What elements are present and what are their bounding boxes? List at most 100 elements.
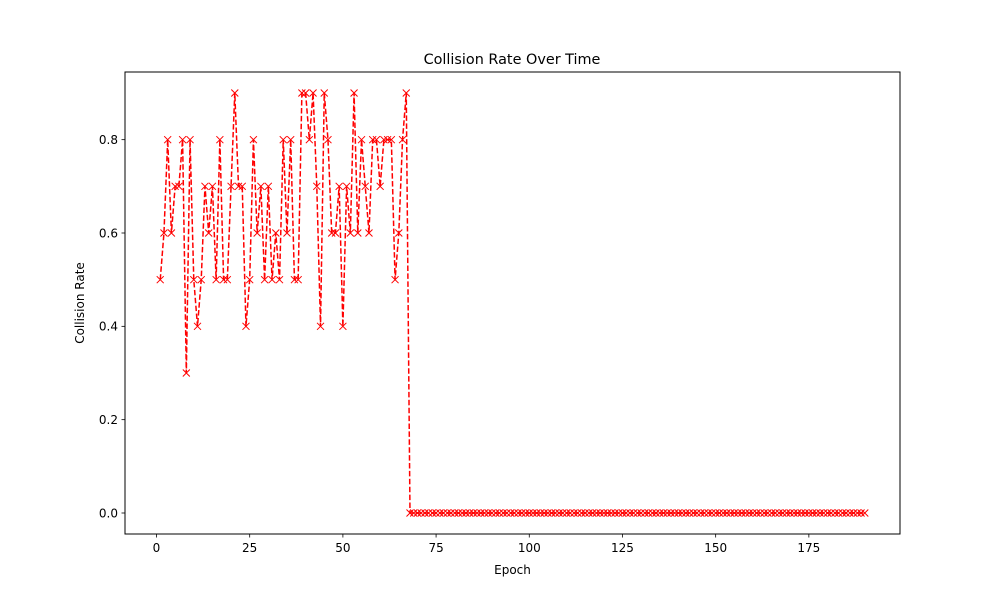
data-point-marker [700, 509, 709, 517]
data-point-marker [831, 509, 839, 517]
data-point-marker [622, 509, 631, 517]
data-point-marker [834, 509, 843, 517]
data-point-marker [450, 509, 459, 517]
data-point-marker [775, 509, 783, 517]
data-point-marker [312, 182, 321, 191]
data-point-marker [208, 182, 217, 191]
data-point-marker [409, 509, 418, 517]
data-point-marker [685, 509, 694, 517]
data-point-marker [346, 229, 355, 237]
data-point-marker [551, 509, 560, 517]
data-point-marker [491, 509, 500, 517]
data-point-marker [488, 509, 496, 517]
data-point-marker [257, 182, 265, 191]
data-point-marker [689, 509, 698, 517]
y-tick-label: 0.6 [99, 226, 118, 240]
data-point-marker [849, 509, 858, 517]
data-point-marker [726, 509, 735, 517]
data-point-marker [842, 509, 850, 517]
data-point-marker [540, 509, 549, 517]
data-point-marker [603, 509, 612, 517]
data-point-marker [756, 509, 765, 517]
data-point-marker [752, 509, 761, 517]
data-point-marker [499, 509, 508, 517]
data-point-marker [380, 135, 388, 144]
data-point-marker [652, 509, 660, 517]
data-point-marker [327, 229, 336, 237]
data-point-marker [316, 322, 325, 331]
data-point-marker [730, 509, 739, 517]
data-point-marker [741, 509, 750, 517]
data-point-marker [607, 509, 616, 517]
data-point-marker [581, 509, 590, 517]
data-point-marker [786, 509, 795, 517]
data-point-marker [816, 509, 824, 517]
data-point-marker [275, 275, 284, 284]
data-point-marker [805, 509, 813, 517]
data-point-marker [201, 182, 209, 191]
y-tick-label: 0.4 [99, 320, 118, 334]
series-markers [156, 89, 869, 517]
data-point-marker [711, 509, 720, 517]
data-point-marker [249, 135, 258, 144]
x-tick-label: 175 [797, 541, 820, 555]
data-point-marker [163, 135, 172, 144]
data-point-marker [648, 509, 657, 517]
data-point-marker [298, 89, 306, 97]
data-point-marker [402, 89, 411, 97]
data-point-marker [301, 89, 310, 97]
data-point-marker [778, 509, 787, 517]
data-point-marker [678, 509, 686, 517]
data-point-marker [376, 182, 385, 191]
data-point-marker [160, 229, 168, 237]
data-point-marker [406, 509, 414, 517]
x-tick-label: 100 [518, 541, 541, 555]
data-point-marker [335, 182, 344, 191]
data-point-marker [506, 509, 515, 517]
data-point-marker [227, 182, 235, 191]
data-point-marker [212, 275, 220, 284]
data-point-marker [838, 509, 847, 517]
data-point-marker [570, 509, 578, 517]
data-point-marker [536, 509, 545, 517]
data-point-marker [599, 509, 608, 517]
data-point-marker [857, 509, 865, 517]
data-point-marker [271, 229, 280, 237]
data-point-marker [245, 275, 254, 284]
data-point-marker [562, 509, 571, 517]
data-point-marker [305, 135, 314, 144]
data-point-marker [853, 509, 862, 517]
data-point-marker [223, 275, 232, 284]
data-point-marker [447, 509, 455, 517]
data-point-marker [178, 135, 187, 144]
data-point-marker [801, 509, 809, 517]
data-point-marker [454, 509, 463, 517]
y-tick-label: 0.2 [99, 413, 118, 427]
data-point-marker [722, 509, 731, 517]
data-point-marker [350, 89, 358, 97]
data-point-marker [812, 509, 821, 517]
data-point-marker [435, 509, 444, 517]
data-point-marker [383, 135, 392, 144]
data-point-marker [517, 509, 526, 517]
data-point-marker [667, 509, 675, 517]
x-axis-label: Epoch [494, 563, 531, 577]
data-point-marker [484, 509, 493, 517]
data-point-marker [846, 509, 854, 517]
data-point-marker [611, 509, 619, 517]
data-point-marker [342, 182, 351, 191]
data-point-marker [558, 509, 567, 517]
data-point-marker [216, 135, 224, 144]
chart-title: Collision Rate Over Time [424, 52, 601, 68]
data-point-marker [432, 509, 440, 517]
data-point-marker [793, 509, 802, 517]
data-point-marker [398, 135, 407, 144]
data-point-marker [357, 135, 366, 144]
data-point-marker [514, 509, 522, 517]
data-point-marker [234, 182, 243, 191]
data-point-marker [823, 509, 832, 517]
data-point-marker [368, 135, 377, 144]
data-point-marker [637, 509, 645, 517]
data-point-marker [771, 509, 780, 517]
